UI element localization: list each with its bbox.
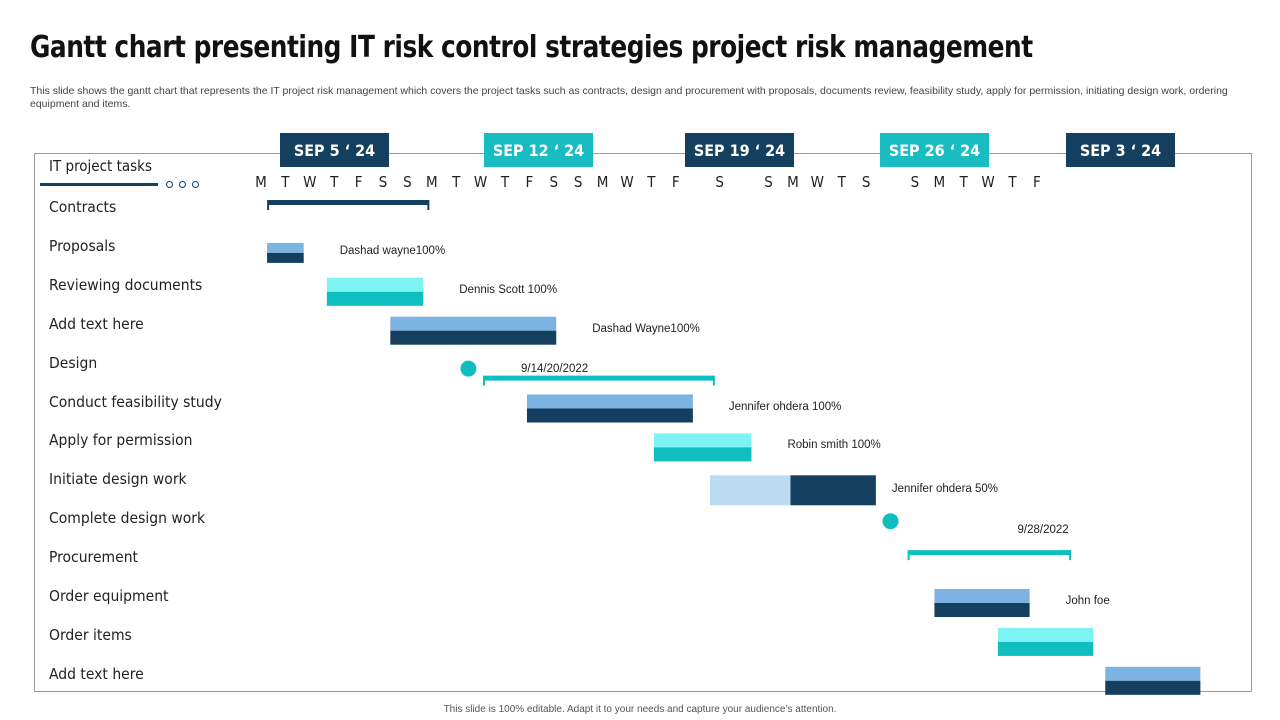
day-tick-label: M (933, 173, 946, 191)
week-header: SEP 19 ‘ 24 (685, 133, 794, 167)
task-label: Order equipment (49, 587, 169, 605)
day-tick-label: W (303, 173, 317, 191)
task-label: Conduct feasibility study (49, 392, 222, 411)
task-label: Proposals (49, 236, 116, 255)
day-tick-label: S (403, 173, 412, 191)
gantt-bar-segment (326, 277, 424, 292)
week-header: SEP 12 ‘ 24 (484, 133, 593, 167)
day-tick-label: M (425, 173, 438, 191)
gantt-bar-segment (267, 242, 304, 253)
day-tick-label: W (473, 173, 488, 191)
gantt-bar-segment (390, 330, 557, 345)
gantt-bar-segment (326, 291, 424, 306)
day-tick-label: S (573, 173, 583, 191)
day-tick-label: T (959, 173, 968, 191)
header-dot (192, 181, 199, 188)
gantt-bracket (483, 375, 715, 386)
task-label: Initiate design work (49, 470, 187, 489)
gantt-bar-segment (526, 394, 693, 409)
gantt-bar-segment (267, 252, 304, 263)
day-tick-label: S (378, 173, 388, 191)
header-label: IT project tasks (49, 157, 153, 175)
gantt-bar-segment (997, 627, 1094, 642)
task-label: Design (49, 353, 98, 372)
day-tick-label: S (861, 173, 871, 191)
gantt-bar-segment (653, 433, 752, 448)
bar-note: Dashad Wayne100% (592, 322, 700, 335)
bar-note: Jennifer ohdera 50% (891, 483, 999, 496)
gantt-bracket (907, 550, 1072, 561)
day-tick-label: T (500, 173, 510, 191)
bar-note: 9/28/2022 (1017, 524, 1069, 537)
day-tick-label: S (549, 173, 559, 191)
day-tick-label: F (354, 173, 363, 191)
day-tick-label: S (910, 173, 920, 191)
gantt-bar-segment (934, 603, 1030, 617)
task-label: Procurement (49, 548, 139, 567)
gantt-bar-segment (934, 589, 1030, 603)
day-tick-label: T (281, 173, 290, 191)
gantt-frame (34, 153, 1252, 692)
day-tick-label: M (596, 173, 609, 191)
gantt-milestone (882, 513, 899, 530)
gantt-bar-segment (790, 475, 876, 506)
day-tick-label: T (330, 173, 339, 191)
task-label: Contracts (49, 198, 117, 216)
day-tick-label: S (764, 173, 773, 191)
day-tick-label: F (1033, 173, 1041, 191)
week-header: SEP 5 ‘ 24 (280, 133, 389, 167)
task-label: Complete design work (49, 509, 206, 528)
gantt-bar-segment (390, 316, 557, 331)
gantt-bar-segment (653, 447, 752, 462)
bar-note: Robin smith 100% (787, 439, 881, 452)
bar-note: John foe (1065, 595, 1110, 607)
day-tick-label: W (620, 173, 634, 191)
day-tick-label: T (452, 173, 461, 191)
gantt-bar-segment (709, 475, 791, 506)
task-label: Add text here (49, 664, 144, 683)
footer-note: This slide is 100% editable. Adapt it to… (443, 704, 837, 715)
day-tick-label: W (981, 173, 995, 191)
gantt-bracket (267, 200, 430, 210)
task-label: Reviewing documents (49, 275, 203, 294)
day-tick-label: S (715, 173, 724, 191)
bar-note: Jennifer ohdera 100% (728, 400, 842, 413)
day-tick-label: F (671, 173, 680, 191)
day-tick-label: M (255, 173, 267, 191)
day-tick-label: T (837, 173, 846, 191)
header-dot (179, 181, 186, 188)
header-dot (166, 181, 173, 188)
page-subtitle: This slide shows the gantt chart that re… (30, 85, 1228, 110)
bar-note: Dashad wayne100% (339, 244, 446, 257)
task-label: Apply for permission (49, 431, 193, 450)
week-header: SEP 26 ‘ 24 (880, 133, 989, 167)
gantt-milestone (460, 360, 477, 377)
day-tick-label: W (810, 173, 824, 191)
bar-note: Dennis Scott 100% (459, 283, 558, 296)
gantt-bar-segment (526, 408, 693, 423)
week-header: SEP 3 ‘ 24 (1066, 133, 1175, 167)
day-tick-label: T (1008, 173, 1017, 191)
gantt-bar-segment (1105, 666, 1201, 681)
task-label: Add text here (49, 314, 144, 333)
bar-note: 9/14/20/2022 (521, 362, 589, 375)
page-title: Gantt chart presenting IT risk control s… (30, 30, 1033, 65)
gantt-bar-segment (1105, 680, 1201, 695)
task-label: Order items (49, 625, 132, 644)
header-underline (40, 183, 158, 186)
gantt-bar-segment (997, 641, 1094, 656)
day-tick-label: M (787, 173, 799, 191)
day-tick-label: T (647, 173, 656, 191)
day-tick-label: F (525, 173, 534, 191)
